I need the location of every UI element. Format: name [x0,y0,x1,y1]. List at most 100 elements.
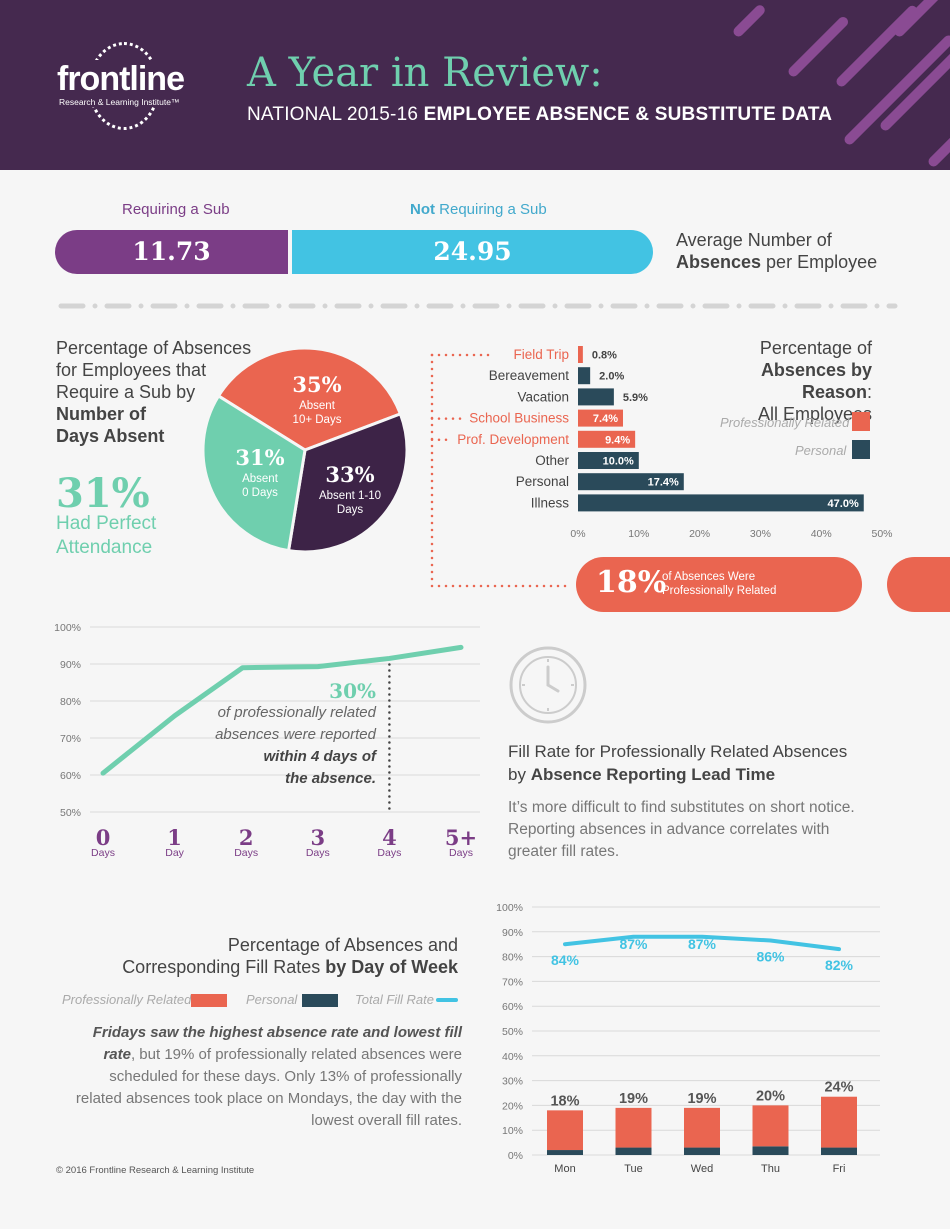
x-tick-sublabel: Day [165,847,184,859]
dow-desc-bold: Fridays saw the highest absence rate and… [92,1024,462,1063]
clock-icon [509,646,587,724]
x-tick-sublabel: Days [234,847,258,859]
pie-slice-label: Absent [242,473,279,485]
dow-title-line2: Corresponding Fill Rates [122,957,326,977]
bar [578,452,639,469]
x-tick-label: 10% [628,528,649,540]
dow-desc-rest: , but 19% of professionally related abse… [75,1046,462,1129]
value-label: 10.0% [603,456,634,468]
subtitle-light: NATIONAL 2015-16 [247,104,424,125]
y-tick-label: 90% [502,927,523,939]
category-label: Other [535,453,569,468]
y-tick-label: 60% [60,770,81,782]
perfect-attendance-percent: 31% [56,470,150,517]
pie-slice-percent: 31% [235,445,284,470]
logo-subtitle: Research & Learning Institute™ [57,97,182,107]
perfect-line1: Had Perfect [56,513,157,534]
x-tick-label: 0% [570,528,585,540]
pie-slice-percent: 35% [292,372,341,397]
not-requiring-sub-label: Not Requiring a Sub [410,201,547,218]
lead-note-bold2: the absence. [285,770,376,787]
category-label: Illness [531,495,570,510]
y-tick-label: 50% [502,1026,523,1038]
bar [578,367,591,385]
caption-bold: Absences [676,252,762,272]
dow-legend-personal-swatch [302,994,338,1007]
stacked-bar-segment [547,1110,583,1151]
category-label: Personal [516,474,569,489]
not-requiring-sub-value: 24.95 [292,230,653,274]
header-banner: frontline Research & Learning Institute™… [0,0,950,170]
dow-legend-personal-label: Personal [246,992,298,1007]
x-tick-label: 1 [167,825,182,850]
decorative-stripe [786,14,851,79]
bar [578,494,864,512]
x-tick-label: 30% [750,528,771,540]
lead-time-annotation: 30% of professionally related absences w… [190,680,376,790]
fill-rate-label: 86% [756,948,785,964]
dow-title-line1: Percentage of Absences and [227,935,458,955]
professional-share-percent: 18% [596,565,667,600]
lead-note-percent: 30% [329,679,376,703]
page-subtitle: NATIONAL 2015-16 EMPLOYEE ABSENCE & SUBS… [247,104,832,126]
day-of-week-description: Fridays saw the highest absence rate and… [70,1022,462,1132]
pie-heading: Percentage of Absences for Employees tha… [56,337,251,447]
lead-note-bold1: within 4 days of [263,748,376,765]
requiring-sub-label: Requiring a Sub [122,201,230,218]
value-label: 0.8% [592,350,617,362]
pie-heading-line1: Percentage of Absences [56,338,252,358]
y-tick-label: 80% [502,952,523,964]
category-label: School Business [469,411,569,426]
x-tick-label: Fri [833,1163,846,1175]
decorative-stripe [842,33,950,147]
day-of-week-chart: 0% 10% 20% 30% 40% 50% 60% 70% 80% 90% 100% 18% Mon 1… [496,902,880,1175]
copyright: © 2016 Frontline Research & Learning Ins… [56,1165,255,1176]
dow-legend-professional-swatch [191,994,227,1007]
bar-total-label: 18% [550,1093,579,1109]
dow-legend-professional-label: Professionally Related [62,992,192,1007]
caption-rest: per Employee [761,252,878,272]
x-tick-label: 50% [871,528,892,540]
x-tick-label: 40% [811,528,832,540]
x-tick-label: Tue [624,1163,643,1175]
bar-total-label: 19% [687,1091,716,1107]
y-tick-label: 40% [502,1051,523,1063]
reasons-bar-chart: 0% 10% 20% 30% 40% 50% Field Trip 0.8% Bereaveme… [430,346,893,588]
dow-legend-total-swatch [436,998,458,1002]
reasons-title-bold: Absences by Reason [760,360,872,402]
y-tick-label: 20% [502,1100,523,1112]
lead-time-line-chart: 50%60%70%80%90%100%0Days1Day2Days3Days4D… [54,622,480,859]
day-of-week-title: Percentage of Absences and Corresponding… [100,934,458,978]
stacked-bar-segment [752,1146,789,1155]
pie-slice-percent: 33% [325,462,374,487]
x-tick-sublabel: Days [377,847,401,859]
x-tick-label: Mon [554,1163,575,1175]
fill-rate-line [100,644,464,776]
x-tick-label: Wed [691,1163,713,1175]
stacked-bar-segment [684,1147,720,1155]
bar [578,388,614,406]
decorative-stripe [926,119,950,169]
pie-slice-label: Days [337,504,363,516]
value-label: 7.4% [593,413,618,425]
x-tick-label: 0 [96,825,111,850]
decorative-stripe [731,3,767,39]
y-tick-label: 70% [60,733,81,745]
logo-name: frontline [55,60,186,99]
fill-rate-label: 84% [551,952,580,968]
page-title: A Year in Review: [247,50,603,96]
x-tick-sublabel: Days [449,847,473,859]
decorative-stripe [878,47,950,133]
professional-share-text: of Absences Were Professionally Related [662,570,776,598]
value-label: 9.4% [605,434,630,446]
fill-title-bold: Absence Reporting Lead Time [530,765,776,784]
pie-slice [216,346,403,452]
x-tick-label: 20% [689,528,710,540]
pill-line2: Professionally Related [662,585,777,597]
y-tick-label: 90% [60,659,81,671]
reasons-title-line3: All Employees [757,404,872,424]
legend-personal-swatch [852,440,870,459]
x-tick-sublabel: Days [91,847,115,859]
bar [578,346,583,363]
lead-note-line1: of professionally related [217,704,376,721]
